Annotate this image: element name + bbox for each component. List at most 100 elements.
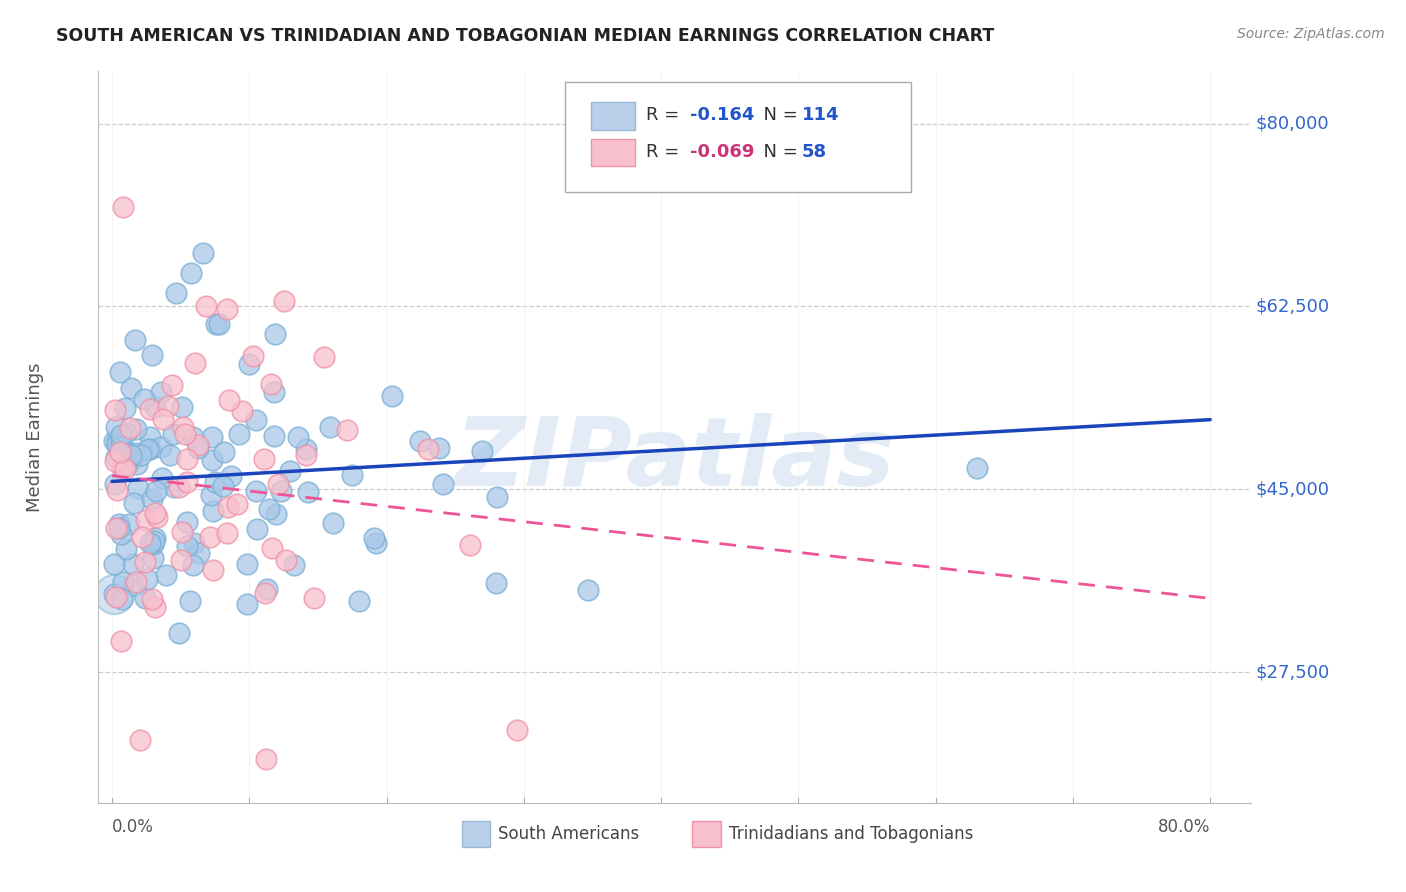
Point bbox=[143, 600, 166, 615]
FancyBboxPatch shape bbox=[591, 102, 634, 130]
Point bbox=[270, 483, 292, 498]
Point bbox=[155, 567, 177, 582]
Text: Trinidadians and Tobagonians: Trinidadians and Tobagonians bbox=[730, 824, 973, 843]
Point bbox=[283, 558, 305, 573]
Point bbox=[172, 420, 194, 434]
Point bbox=[176, 515, 198, 529]
Text: $27,500: $27,500 bbox=[1256, 663, 1330, 681]
Point bbox=[170, 524, 193, 539]
Point bbox=[267, 477, 290, 491]
Point bbox=[187, 438, 209, 452]
Point bbox=[176, 539, 198, 553]
Point bbox=[139, 430, 162, 444]
Point bbox=[319, 420, 342, 434]
Point bbox=[124, 575, 146, 590]
Point bbox=[112, 200, 135, 214]
Point bbox=[105, 437, 128, 451]
Point bbox=[172, 400, 194, 414]
Point bbox=[111, 460, 134, 475]
Point bbox=[191, 246, 214, 260]
Point bbox=[208, 317, 231, 331]
Point bbox=[104, 450, 127, 465]
Point bbox=[187, 442, 209, 456]
Point bbox=[120, 420, 142, 434]
Point bbox=[152, 411, 174, 425]
Point bbox=[228, 427, 250, 442]
Point bbox=[257, 501, 280, 516]
Point bbox=[174, 426, 197, 441]
FancyBboxPatch shape bbox=[692, 821, 721, 847]
Point bbox=[110, 427, 132, 442]
Point bbox=[110, 527, 132, 541]
FancyBboxPatch shape bbox=[565, 82, 911, 192]
Text: South Americans: South Americans bbox=[499, 824, 640, 843]
Point bbox=[181, 430, 204, 444]
Point bbox=[141, 348, 163, 362]
Point bbox=[134, 555, 156, 569]
Point bbox=[198, 530, 221, 544]
Point bbox=[162, 426, 184, 441]
Point bbox=[256, 582, 278, 597]
Point bbox=[363, 531, 385, 545]
Point bbox=[156, 400, 179, 414]
Point bbox=[125, 457, 148, 471]
Point bbox=[107, 516, 129, 531]
Point bbox=[263, 384, 285, 399]
Point bbox=[120, 448, 142, 462]
Point bbox=[111, 592, 134, 607]
Text: ZIPatlas: ZIPatlas bbox=[454, 412, 896, 506]
Point bbox=[138, 402, 160, 417]
Point bbox=[179, 594, 201, 608]
Point bbox=[217, 500, 239, 515]
Text: R =: R = bbox=[647, 143, 685, 161]
Point bbox=[142, 551, 165, 566]
FancyBboxPatch shape bbox=[591, 138, 634, 167]
Point bbox=[215, 301, 238, 316]
Point bbox=[146, 510, 169, 524]
Point bbox=[295, 442, 318, 456]
Point bbox=[201, 563, 224, 577]
Point bbox=[176, 452, 198, 467]
Point bbox=[485, 575, 508, 590]
FancyBboxPatch shape bbox=[461, 821, 491, 847]
Text: -0.164: -0.164 bbox=[690, 106, 754, 124]
Text: Source: ZipAtlas.com: Source: ZipAtlas.com bbox=[1237, 27, 1385, 41]
Point bbox=[236, 598, 259, 612]
Point bbox=[108, 445, 131, 459]
Point bbox=[336, 424, 359, 438]
Point bbox=[120, 381, 142, 395]
Point bbox=[204, 475, 226, 490]
Point bbox=[127, 481, 149, 495]
Text: 0.0%: 0.0% bbox=[112, 819, 155, 837]
Point bbox=[242, 349, 264, 363]
Point bbox=[143, 532, 166, 546]
Point bbox=[264, 508, 287, 522]
Point bbox=[274, 552, 297, 566]
Point bbox=[114, 462, 136, 476]
Text: 58: 58 bbox=[801, 143, 827, 161]
Point bbox=[165, 286, 187, 301]
Point bbox=[124, 496, 146, 510]
Point bbox=[149, 440, 172, 454]
Point bbox=[105, 434, 128, 448]
Point bbox=[114, 401, 136, 415]
Point bbox=[458, 539, 481, 553]
Text: 114: 114 bbox=[801, 106, 839, 124]
Point bbox=[254, 752, 277, 766]
Point bbox=[381, 389, 404, 403]
Point bbox=[142, 537, 165, 551]
Point bbox=[103, 434, 125, 448]
Point bbox=[115, 541, 138, 556]
Point bbox=[124, 334, 146, 348]
Text: Median Earnings: Median Earnings bbox=[25, 362, 44, 512]
Text: N =: N = bbox=[752, 143, 804, 161]
Point bbox=[287, 429, 309, 443]
Point bbox=[253, 452, 276, 467]
Point bbox=[121, 558, 143, 572]
Point bbox=[115, 458, 138, 473]
Point bbox=[278, 464, 301, 478]
Point bbox=[105, 483, 128, 498]
Point bbox=[112, 575, 135, 590]
Point bbox=[141, 491, 163, 506]
Point bbox=[188, 546, 211, 560]
